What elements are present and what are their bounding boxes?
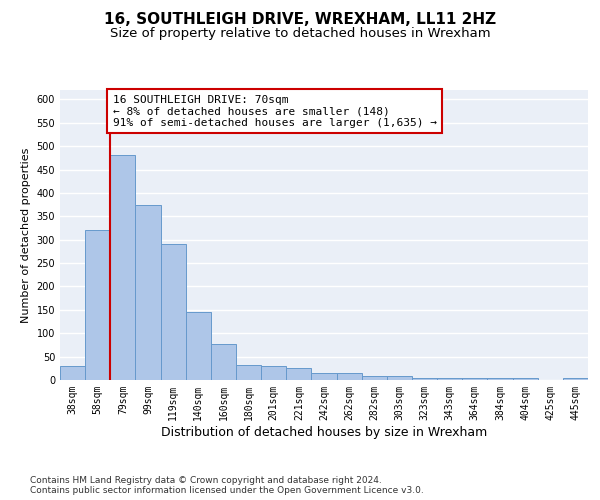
Bar — [362, 376, 387, 380]
Bar — [286, 368, 311, 380]
Bar — [236, 365, 261, 380]
Bar — [186, 312, 211, 380]
Bar — [512, 378, 538, 380]
Bar — [261, 366, 286, 380]
Y-axis label: Number of detached properties: Number of detached properties — [21, 148, 31, 322]
Text: Contains HM Land Registry data © Crown copyright and database right 2024.: Contains HM Land Registry data © Crown c… — [30, 476, 382, 485]
Bar — [337, 372, 362, 380]
Bar — [487, 378, 512, 380]
Bar — [563, 378, 588, 380]
Bar — [462, 378, 487, 380]
Bar — [311, 372, 337, 380]
Bar — [412, 378, 437, 380]
Bar — [161, 244, 186, 380]
Bar — [85, 230, 110, 380]
Text: Size of property relative to detached houses in Wrexham: Size of property relative to detached ho… — [110, 28, 490, 40]
Text: 16, SOUTHLEIGH DRIVE, WREXHAM, LL11 2HZ: 16, SOUTHLEIGH DRIVE, WREXHAM, LL11 2HZ — [104, 12, 496, 28]
Bar — [136, 204, 161, 380]
Bar — [110, 156, 136, 380]
Bar — [437, 378, 462, 380]
Bar — [211, 344, 236, 380]
Bar — [387, 376, 412, 380]
X-axis label: Distribution of detached houses by size in Wrexham: Distribution of detached houses by size … — [161, 426, 487, 438]
Text: 16 SOUTHLEIGH DRIVE: 70sqm
← 8% of detached houses are smaller (148)
91% of semi: 16 SOUTHLEIGH DRIVE: 70sqm ← 8% of detac… — [113, 94, 437, 128]
Bar — [60, 366, 85, 380]
Text: Contains public sector information licensed under the Open Government Licence v3: Contains public sector information licen… — [30, 486, 424, 495]
